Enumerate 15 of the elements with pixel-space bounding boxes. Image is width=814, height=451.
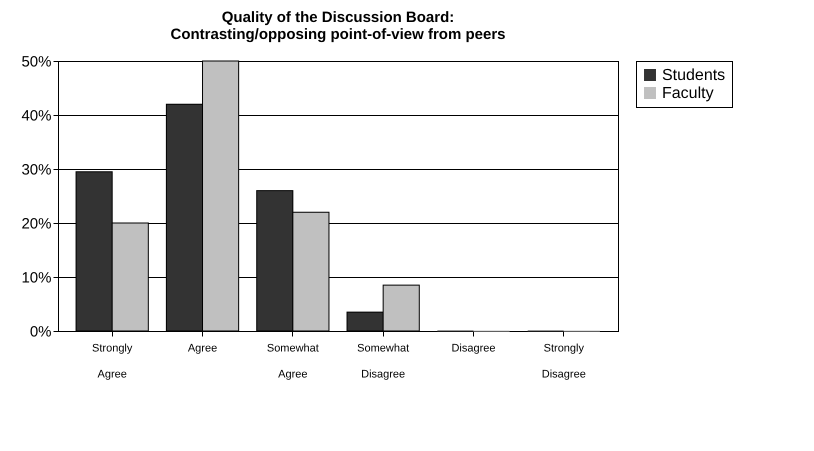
x-tick-label: Disagree — [451, 342, 496, 354]
y-tick-label: 10% — [21, 270, 52, 286]
legend-label: Faculty — [662, 85, 714, 102]
x-tick-label: Agree — [188, 342, 218, 354]
category-label: Strongly Agree — [92, 342, 132, 380]
category-label: Somewhat Agree — [266, 342, 319, 380]
legend-label: Students — [662, 67, 726, 84]
y-tick-label: 20% — [21, 216, 52, 232]
category-label: Strongly Disagree — [542, 342, 586, 380]
y-tick-label: 40% — [21, 108, 52, 124]
category-label: Somewhat Disagree — [357, 342, 410, 380]
y-tick-label: 50% — [21, 54, 52, 70]
chart-title: Quality of the Discussion Board: Contrasting/opposing point-of-view from peers — [170, 9, 506, 43]
y-tick-label: 30% — [21, 162, 52, 178]
y-tick-label: 0% — [30, 324, 52, 340]
